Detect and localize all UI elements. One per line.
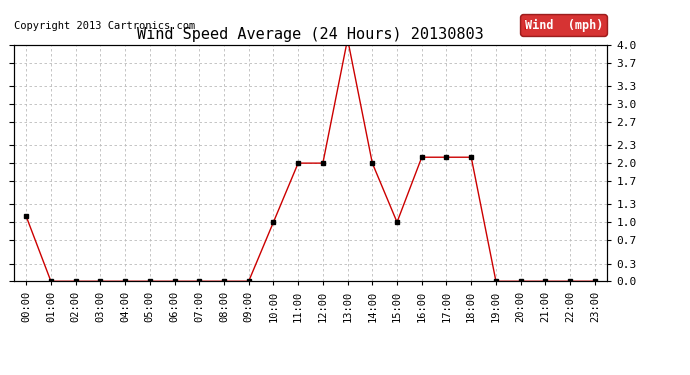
Legend: Wind  (mph): Wind (mph) xyxy=(520,14,607,36)
Text: Copyright 2013 Cartronics.com: Copyright 2013 Cartronics.com xyxy=(14,21,195,31)
Title: Wind Speed Average (24 Hours) 20130803: Wind Speed Average (24 Hours) 20130803 xyxy=(137,27,484,42)
